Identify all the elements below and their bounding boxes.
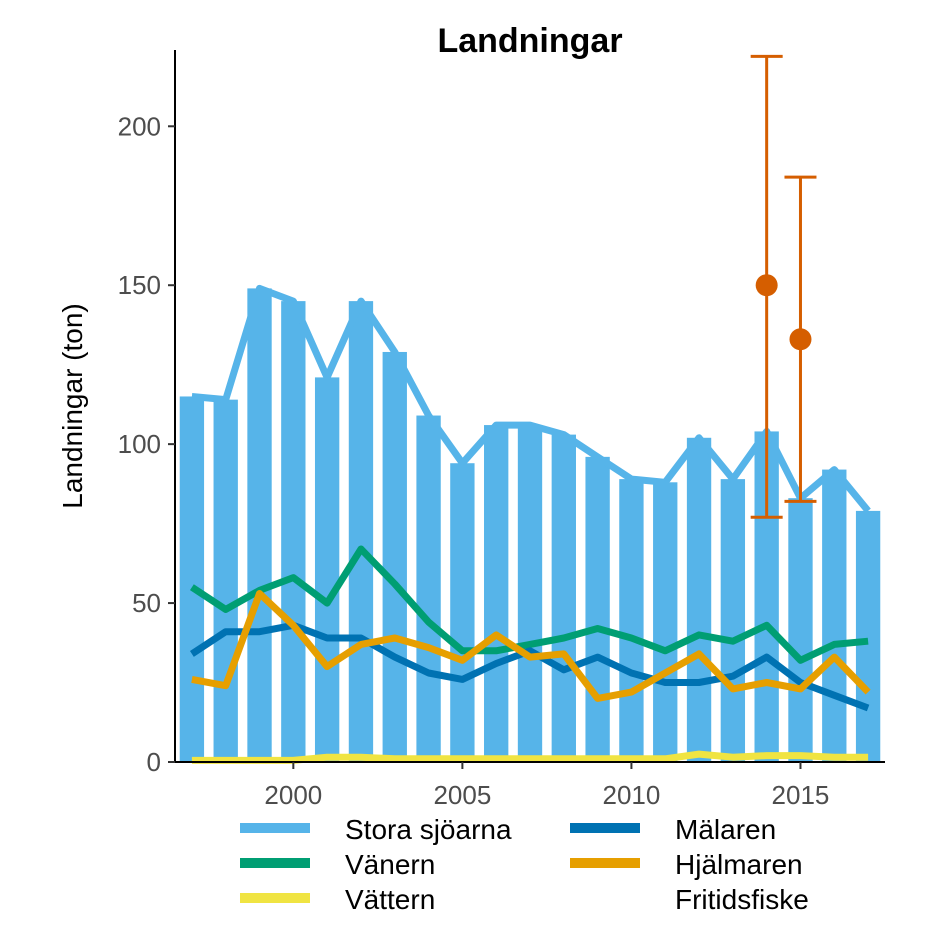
bar-stora-2006 <box>484 425 509 762</box>
chart-title: Landningar <box>437 22 622 60</box>
y-tick-label-50: 50 <box>132 588 161 618</box>
bar-stora-2004 <box>416 415 441 762</box>
x-tick-label-2010: 2010 <box>603 780 661 810</box>
y-axis-title: Landningar (ton) <box>57 303 88 508</box>
x-tick-label-2000: 2000 <box>264 780 322 810</box>
line-hj-lmaren <box>191 590 871 702</box>
bar-stora-1997 <box>179 396 205 762</box>
line-stora-sj-arna <box>191 284 871 514</box>
bar-stora-2013 <box>720 479 746 762</box>
bars-group <box>179 288 881 762</box>
legend-label-fritidsfiske: Fritidsfiske <box>675 884 809 915</box>
lines-group <box>189 284 871 764</box>
bar-stora-2015 <box>788 498 813 762</box>
bar-stora-2000 <box>281 301 306 762</box>
y-tick-label-0: 0 <box>147 747 161 777</box>
bar-stora-2007 <box>517 425 543 762</box>
y-tick-label-100: 100 <box>118 429 161 459</box>
bar-stora-2017 <box>855 510 881 762</box>
bar-stora-2012 <box>686 437 712 762</box>
bar-stora-2009 <box>585 456 610 762</box>
x-tick-label-2005: 2005 <box>433 780 491 810</box>
legend-label-v-nern: Vänern <box>345 849 435 880</box>
legend: Stora sjöarna Vänern Vättern Mälaren Hjälmar… <box>240 814 809 915</box>
legend-label-m-laren: Mälaren <box>675 814 776 845</box>
bar-stora-2003 <box>382 351 407 762</box>
bar-stora-2002 <box>348 301 374 762</box>
axes-group: 0 50 100 150 200 2000 2005 2010 2015 <box>118 50 885 810</box>
bar-stora-2005 <box>450 463 475 762</box>
bar-stora-2008 <box>551 434 576 762</box>
bar-stora-1998 <box>213 399 238 762</box>
legend-label-stora-sj-arna: Stora sjöarna <box>345 814 512 845</box>
bar-stora-1999 <box>247 288 272 762</box>
line-v-nern <box>189 545 869 664</box>
x-tick-label-2015: 2015 <box>772 780 830 810</box>
point-fritidsfiske-2014 <box>755 274 778 297</box>
bar-stora-2010 <box>619 479 644 762</box>
bar-stora-2011 <box>653 482 678 762</box>
bar-stora-2001 <box>314 377 340 762</box>
line-v-ttern <box>191 750 869 764</box>
errorbars-group <box>750 54 817 519</box>
legend-label-v-ttern: Vättern <box>345 884 435 915</box>
y-tick-label-150: 150 <box>118 270 161 300</box>
bar-stora-2016 <box>822 469 847 762</box>
line-m-laren <box>189 621 870 712</box>
point-fritidsfiske-2015 <box>789 328 812 351</box>
y-tick-label-200: 200 <box>118 111 161 141</box>
legend-label-hj-lmaren: Hjälmaren <box>675 849 803 880</box>
